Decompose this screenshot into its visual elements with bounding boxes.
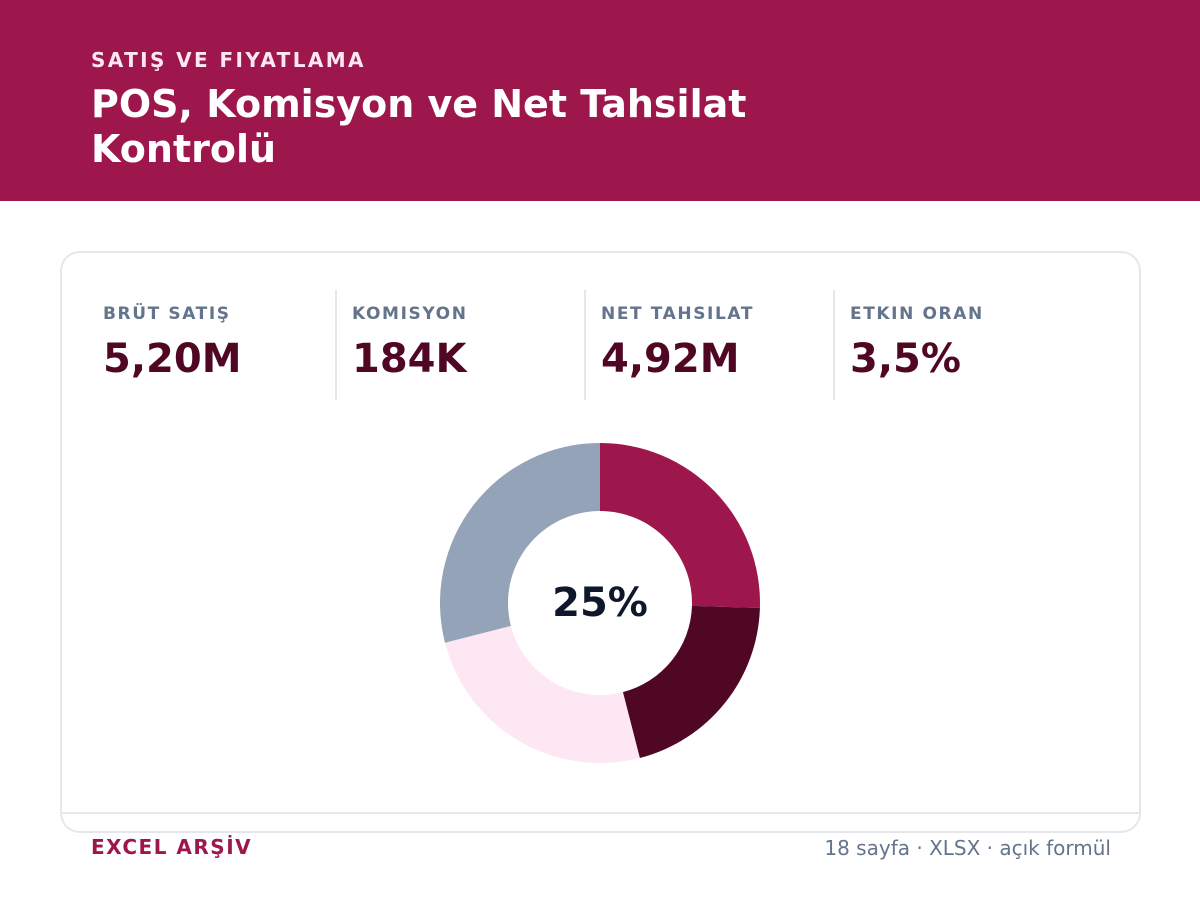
stat-value: 3,5% <box>850 336 961 382</box>
stat-effective-rate: ETKIN ORAN 3,5% <box>833 290 1083 400</box>
card-divider <box>60 812 1141 814</box>
footer-meta: 18 sayfa · XLSX · açık formül <box>824 836 1111 860</box>
stat-value: 4,92M <box>601 336 740 382</box>
stat-net-collection: NET TAHSILAT 4,92M <box>584 290 832 400</box>
donut-chart: 25% <box>440 443 760 763</box>
page-title: POS, Komisyon ve Net Tahsilat Kontrolü <box>91 82 747 171</box>
stat-label: BRÜT SATIŞ <box>103 304 231 324</box>
donut-center-label: 25% <box>552 580 648 626</box>
header-banner: SATIŞ VE FIYATLAMA POS, Komisyon ve Net … <box>0 0 1200 201</box>
stat-value: 184K <box>352 336 467 382</box>
header-eyebrow: SATIŞ VE FIYATLAMA <box>91 48 366 72</box>
stat-gross-sales: BRÜT SATIŞ 5,20M <box>103 290 333 400</box>
stat-label: ETKIN ORAN <box>850 304 984 324</box>
footer-brand: EXCEL ARŞİV <box>91 835 253 859</box>
donut-slice-4 <box>440 443 600 643</box>
donut-slice-3 <box>445 625 640 763</box>
stat-commission: KOMISYON 184K <box>335 290 583 400</box>
stat-label: KOMISYON <box>352 304 468 324</box>
donut-slice-2 <box>622 605 760 758</box>
donut-slice-1 <box>600 443 760 609</box>
stat-value: 5,20M <box>103 336 242 382</box>
stat-label: NET TAHSILAT <box>601 304 755 324</box>
